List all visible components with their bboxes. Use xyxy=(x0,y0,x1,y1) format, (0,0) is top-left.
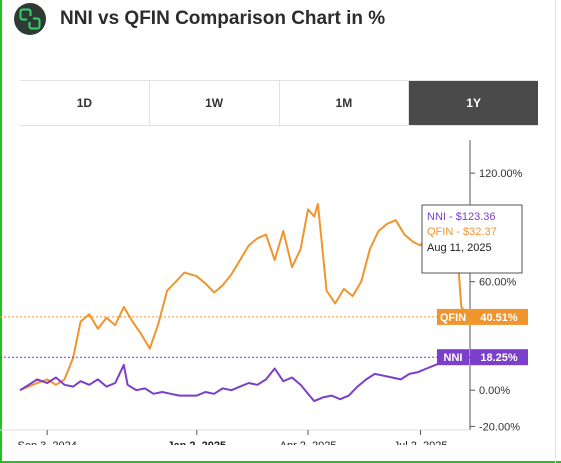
tab-1y[interactable]: 1Y xyxy=(409,81,538,125)
panel-divider xyxy=(555,0,556,463)
tab-1m[interactable]: 1M xyxy=(279,81,410,125)
comparison-line-chart[interactable]: 120.00%100.00%80.00%60.00%40.00%20.00%0.… xyxy=(0,140,561,445)
green-frame-left xyxy=(0,0,2,463)
chart-title: NNI vs QFIN Comparison Chart in % xyxy=(60,8,386,29)
x-tick-label: Apr 2, 2025 xyxy=(280,440,337,445)
green-frame-bottom xyxy=(0,461,561,463)
series-line-nni xyxy=(19,356,471,403)
x-tick-label: Jul 2, 2025 xyxy=(394,440,448,445)
series-name-label: QFIN xyxy=(440,312,466,324)
tooltip-qfin-value: QFIN - $32.37 xyxy=(427,226,497,238)
tab-1d[interactable]: 1D xyxy=(20,81,150,125)
y-tick-label: 120.00% xyxy=(479,168,523,180)
y-tick-label: -20.00% xyxy=(479,421,520,433)
period-tabs: 1D 1W 1M 1Y xyxy=(20,80,538,126)
series-line-qfin xyxy=(19,202,471,392)
compare-stocks-icon xyxy=(14,3,46,35)
tooltip-date: Aug 11, 2025 xyxy=(427,242,492,254)
y-tick-label: 0.00% xyxy=(479,385,510,397)
last-value-badge-qfin xyxy=(470,308,528,325)
series-name-label: NNI xyxy=(444,352,463,364)
tooltip-nni-value: NNI - $123.36 xyxy=(427,211,495,223)
series-name-badge-qfin xyxy=(437,308,469,325)
last-value-badge-nni xyxy=(470,349,528,366)
x-tick-label: Jan 2, 2025 xyxy=(167,440,226,445)
x-tick-label: Sep 3, 2024 xyxy=(18,440,77,445)
tab-1w[interactable]: 1W xyxy=(149,81,280,125)
last-value-label: 18.25% xyxy=(480,352,518,364)
chart-header: NNI vs QFIN Comparison Chart in % xyxy=(14,0,385,38)
last-value-label: 40.51% xyxy=(480,312,518,324)
tooltip-box xyxy=(421,204,523,274)
y-tick-label: 60.00% xyxy=(479,277,517,289)
series-name-badge-nni xyxy=(437,349,469,366)
